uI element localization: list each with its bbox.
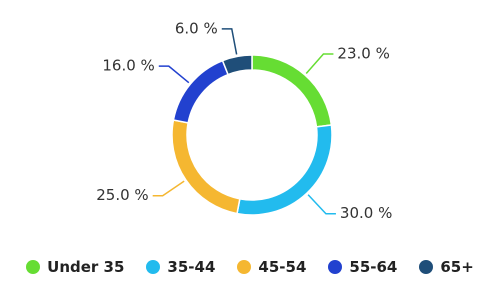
- legend-label: Under 35: [47, 258, 125, 276]
- data-label: 30.0 %: [340, 204, 392, 222]
- legend-item: 55-64: [328, 258, 397, 276]
- leader-line: [305, 53, 334, 74]
- data-label: 6.0 %: [175, 19, 218, 37]
- leader-line: [158, 65, 190, 84]
- leader-line: [307, 194, 336, 215]
- donut-segment: [221, 54, 253, 76]
- data-label: 23.0 %: [337, 44, 389, 62]
- data-label: 25.0 %: [96, 186, 148, 204]
- donut-segment: [171, 119, 241, 215]
- leader-line: [221, 28, 238, 55]
- legend-swatch: [419, 260, 434, 274]
- legend-item: 45-54: [237, 258, 306, 276]
- legend-item: 35-44: [146, 258, 215, 276]
- chart: 23.0 % 30.0 % 25.0 % 16.0 % 6.0 %: [96, 19, 392, 222]
- legend-swatch: [328, 260, 343, 274]
- donut-segment: [251, 54, 333, 128]
- legend-item: 65+: [419, 258, 474, 276]
- legend-item: Under 35: [26, 258, 124, 276]
- data-label: 16.0 %: [102, 57, 154, 75]
- legend-swatch: [146, 260, 161, 274]
- legend-label: 45-54: [258, 258, 307, 276]
- legend-label: 55-64: [349, 258, 398, 276]
- legend-label: 35-44: [167, 258, 216, 276]
- donut-segment: [172, 59, 230, 124]
- legend-swatch: [26, 260, 41, 274]
- legend-label: 65+: [440, 258, 474, 276]
- legend-swatch: [237, 260, 252, 274]
- legend: Under 35 35-44 45-54 55-64 65+: [0, 258, 500, 276]
- leader-line: [152, 180, 185, 197]
- donut-segment: [236, 124, 333, 216]
